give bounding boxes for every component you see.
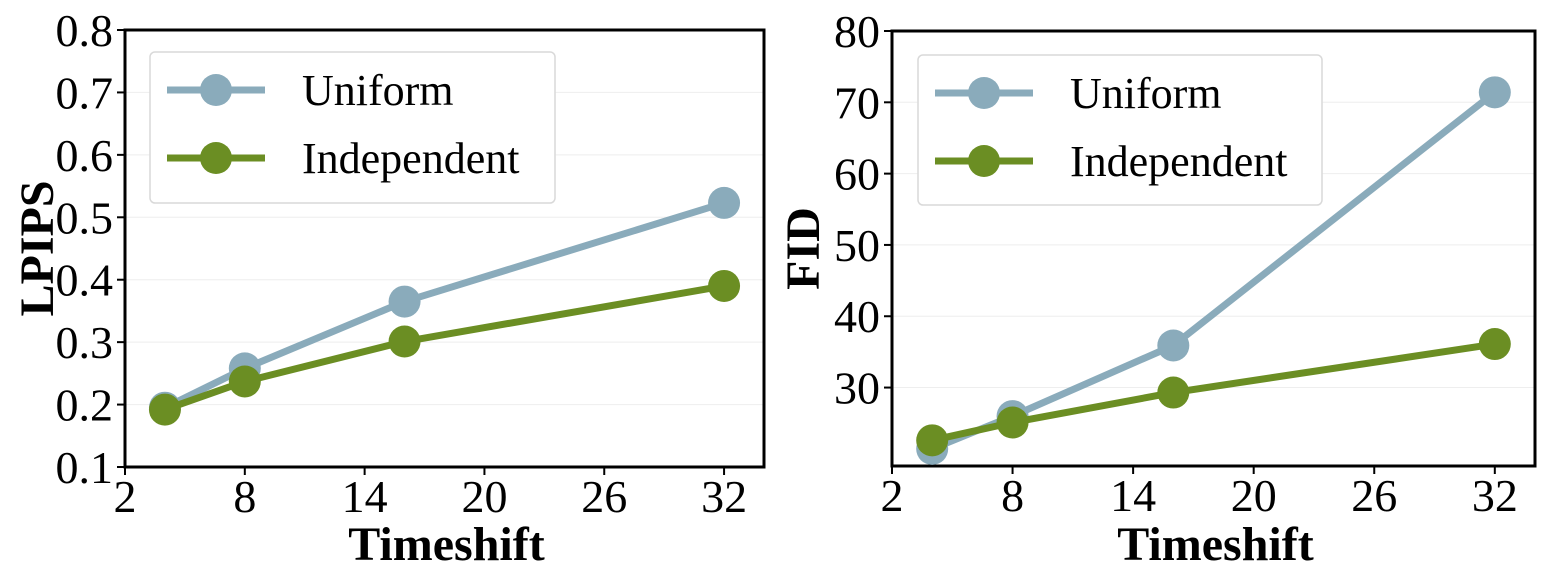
y-tick-label: 40 [834, 291, 880, 342]
legend-label-independent: Independent [1070, 137, 1287, 186]
y-axis-title: LPIPS [11, 180, 64, 316]
chart-panel-2: 2 8 14 20 26 32 30 40 50 60 70 80 Timeshift FID Unifor… [777, 6, 1537, 570]
legend-marker [968, 77, 1000, 109]
x-tick-label: 2 [881, 470, 904, 521]
data-point-uniform [388, 285, 421, 318]
legend-marker [200, 74, 232, 106]
legend: Uniform Independent [917, 54, 1323, 206]
y-tick-label: 80 [834, 6, 880, 57]
plot-frame [890, 29, 1537, 468]
chart-panel-1: 2 8 14 20 26 32 0.1 0.2 0.3 0.4 0.5 0.6 0.7 0.8 Timesh… [11, 5, 766, 570]
legend-label-uniform: Uniform [302, 66, 454, 115]
y-tick-label: 30 [834, 363, 880, 414]
y-axis-title: FID [777, 207, 830, 290]
legend-label-uniform: Uniform [1070, 69, 1222, 118]
x-tick-label: 8 [1001, 470, 1024, 521]
data-point-independent [148, 393, 181, 426]
x-axis-title: Timeshift [348, 518, 544, 570]
y-tick-label: 60 [834, 149, 880, 200]
data-point-independent [388, 325, 421, 358]
data-point-uniform [1157, 329, 1190, 362]
x-tick-label: 26 [581, 471, 627, 522]
y-tick-label: 70 [834, 77, 880, 128]
y-tick-label: 0.6 [56, 130, 114, 181]
y-tick-label: 0.7 [56, 67, 114, 118]
x-axis-title: Timeshift [1117, 518, 1313, 570]
data-point-independent [1157, 376, 1190, 409]
data-point-uniform [708, 186, 741, 219]
y-tick-label: 0.5 [56, 192, 114, 243]
data-point-independent [1478, 328, 1511, 361]
y-tick-label: 50 [834, 220, 880, 271]
legend: Uniform Independent [149, 51, 556, 204]
data-point-independent [708, 269, 741, 302]
series-line-independent [928, 340, 1499, 444]
x-tick-label: 32 [1472, 470, 1518, 521]
x-tick-label: 26 [1351, 470, 1397, 521]
x-tick-label: 14 [342, 471, 388, 522]
y-tick-label: 0.4 [56, 255, 114, 306]
series-line-uniform [161, 199, 728, 412]
x-tick-label: 2 [114, 471, 137, 522]
legend-label-independent: Independent [302, 134, 519, 183]
data-point-independent [228, 365, 261, 398]
plot-frame [123, 28, 766, 469]
data-point-independent [996, 406, 1029, 439]
y-tick-label: 0.8 [56, 5, 114, 56]
data-point-uniform [1478, 76, 1511, 109]
x-tick-label: 20 [461, 471, 507, 522]
x-tick-label: 8 [233, 471, 256, 522]
legend-marker [200, 142, 232, 174]
x-tick-label: 20 [1231, 470, 1277, 521]
x-tick-label: 14 [1110, 470, 1156, 521]
series-line-independent [161, 282, 728, 414]
y-tick-label: 0.3 [56, 317, 114, 368]
data-point-independent [916, 424, 949, 457]
x-tick-label: 32 [701, 471, 747, 522]
y-tick-label: 0.2 [56, 380, 114, 431]
legend-marker [968, 145, 1000, 177]
y-tick-label: 0.1 [56, 442, 114, 493]
